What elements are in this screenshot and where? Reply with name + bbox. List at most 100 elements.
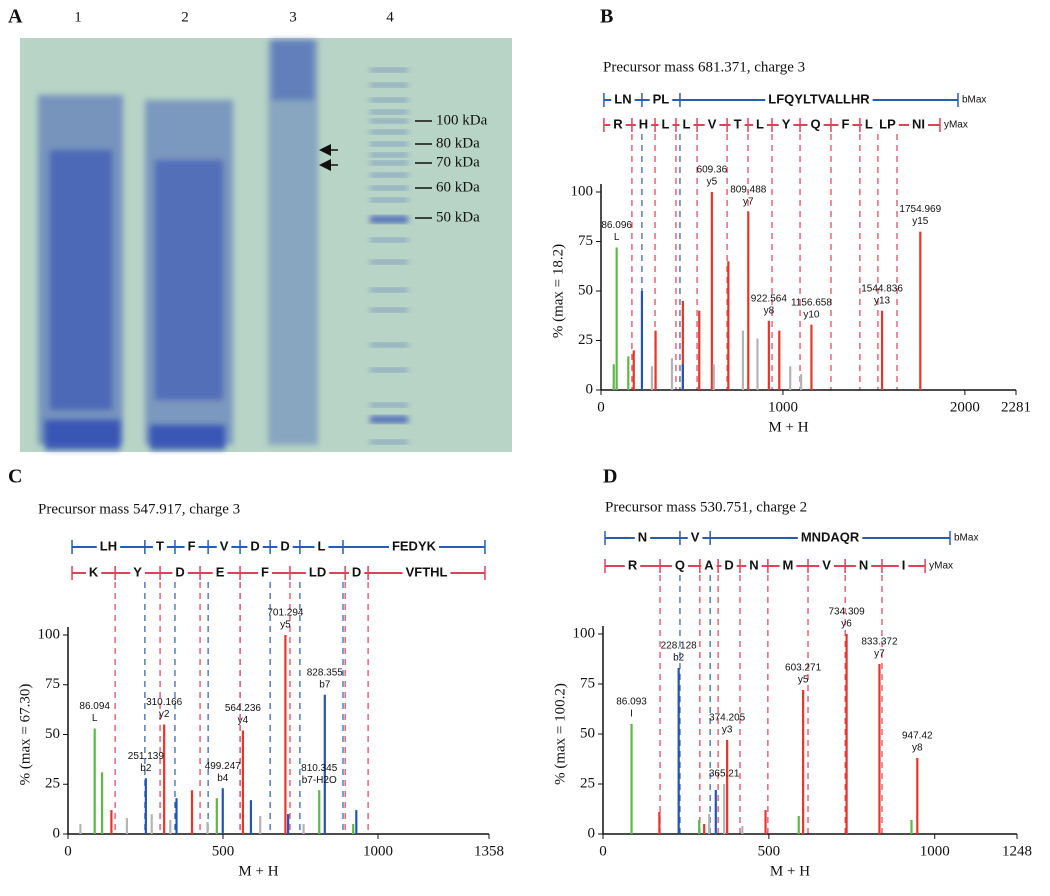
gel-lane <box>50 150 112 410</box>
gel-band <box>370 142 408 146</box>
ladder-label-bg <box>388 539 440 555</box>
peak-label: 609.36 <box>697 165 728 176</box>
ladder-label: V <box>822 557 831 572</box>
ladder-end-label: yMax <box>929 561 953 572</box>
gel-band <box>370 153 408 157</box>
ladder-label-bg <box>305 565 330 581</box>
x-tick-label: 2281 <box>1001 399 1031 415</box>
ladder-label: N <box>749 557 758 572</box>
ladder-label: D <box>352 564 361 579</box>
ladder-label: E <box>216 564 225 579</box>
peak-label: 86.096 <box>601 220 632 231</box>
gel-band <box>370 130 408 134</box>
ladder-label-bg <box>687 530 703 546</box>
ladder-label-bg <box>779 558 797 574</box>
gel-band <box>370 260 408 264</box>
ladder-label: MNDAQR <box>801 529 860 544</box>
x-tick-label: 1000 <box>363 843 393 859</box>
peak-label: 701.294 <box>267 608 304 619</box>
gel-band <box>370 110 408 114</box>
ladder-label-bg <box>184 539 199 555</box>
gel-band <box>370 308 408 312</box>
ladder-label: F <box>188 538 196 553</box>
ladder-label-bg <box>634 530 651 546</box>
ladder-label: N <box>638 529 647 544</box>
ladder-label: V <box>691 529 700 544</box>
chart-subtitle: Precursor mass 547.917, charge 3 <box>38 501 240 517</box>
peak-label: 374.205 <box>709 713 746 724</box>
ladder-label-bg <box>819 558 834 574</box>
gel-band <box>370 83 408 87</box>
ladder-label: F <box>261 564 269 579</box>
peak-label: y5 <box>280 620 291 631</box>
peak-label: b2 <box>673 653 685 664</box>
marker-label: 70 kDa <box>436 154 480 170</box>
peak-label: y2 <box>159 709 170 720</box>
ladder-label-bg <box>876 117 899 133</box>
ladder-label: V <box>220 538 229 553</box>
x-axis-label: M + H <box>238 863 278 879</box>
gel-band <box>370 403 408 407</box>
peak-label: 365.21 <box>709 769 740 780</box>
ladder-label-bg <box>277 539 293 555</box>
peak-label: 86.094 <box>79 701 110 712</box>
x-tick-label: 1248 <box>1002 843 1032 859</box>
gel-band <box>370 173 408 177</box>
peak-label: y5 <box>707 177 718 188</box>
ladder-label-bg <box>402 565 451 581</box>
ladder-label: L <box>865 116 873 131</box>
ladder-label-bg <box>704 117 720 133</box>
ladder-label-bg <box>635 117 652 133</box>
peak-label: b4 <box>217 773 229 784</box>
peak-label: y10 <box>803 309 820 320</box>
peak-label: L <box>614 232 620 243</box>
ladder-label-bg <box>172 565 188 581</box>
ladder-label-bg <box>649 92 673 108</box>
ladder-end-label: yMax <box>944 120 968 131</box>
ladder-label-bg <box>838 117 853 133</box>
peak-label: 228.128 <box>661 641 698 652</box>
ladder-end-label: bMax <box>954 533 978 544</box>
peak-label: 734.309 <box>829 607 866 618</box>
panel-letter: D <box>603 466 617 488</box>
ladder-label-bg <box>701 558 717 574</box>
y-tick-label: 0 <box>586 381 594 397</box>
ladder-label-bg <box>610 117 626 133</box>
chart-subtitle: Precursor mass 530.751, charge 2 <box>605 499 807 515</box>
gel-band <box>370 198 408 202</box>
x-tick-label: 0 <box>597 399 605 415</box>
ladder-label: VFTHL <box>406 564 448 579</box>
peak-label: 1544.836 <box>861 283 903 294</box>
x-tick-label: 0 <box>64 843 72 859</box>
y-tick-label: 75 <box>580 675 595 691</box>
ladder-label: T <box>734 116 742 131</box>
ladder-label: R <box>613 116 623 131</box>
peak-label: 947.42 <box>902 731 933 742</box>
gel-lane <box>150 425 225 450</box>
ladder-label: V <box>708 116 717 131</box>
y-tick-label: 0 <box>53 825 61 841</box>
y-tick-label: 25 <box>578 332 593 348</box>
ladder-label: L <box>662 116 670 131</box>
ladder-label: LD <box>309 564 326 579</box>
y-tick-label: 50 <box>580 725 595 741</box>
x-tick-label: 1358 <box>474 843 504 859</box>
ladder-label: L <box>683 116 691 131</box>
peak-label: y13 <box>874 295 891 306</box>
gel-band <box>370 368 408 372</box>
x-tick-label: 1000 <box>920 843 950 859</box>
ladder-label-bg <box>746 558 762 574</box>
ladder-label: LP <box>879 116 896 131</box>
ladder-label-bg <box>778 117 794 133</box>
ladder-label: D <box>175 564 184 579</box>
peak-label: 833.372 <box>861 637 898 648</box>
gel-band <box>370 119 408 123</box>
gel-band <box>370 68 408 72</box>
ladder-label: Q <box>810 116 820 131</box>
ladder-label-bg <box>753 117 767 133</box>
y-tick-label: 25 <box>580 775 595 791</box>
peak-label: y4 <box>238 715 249 726</box>
gel-band <box>370 186 408 190</box>
y-axis-label: % (max = 18.2) <box>550 244 566 338</box>
